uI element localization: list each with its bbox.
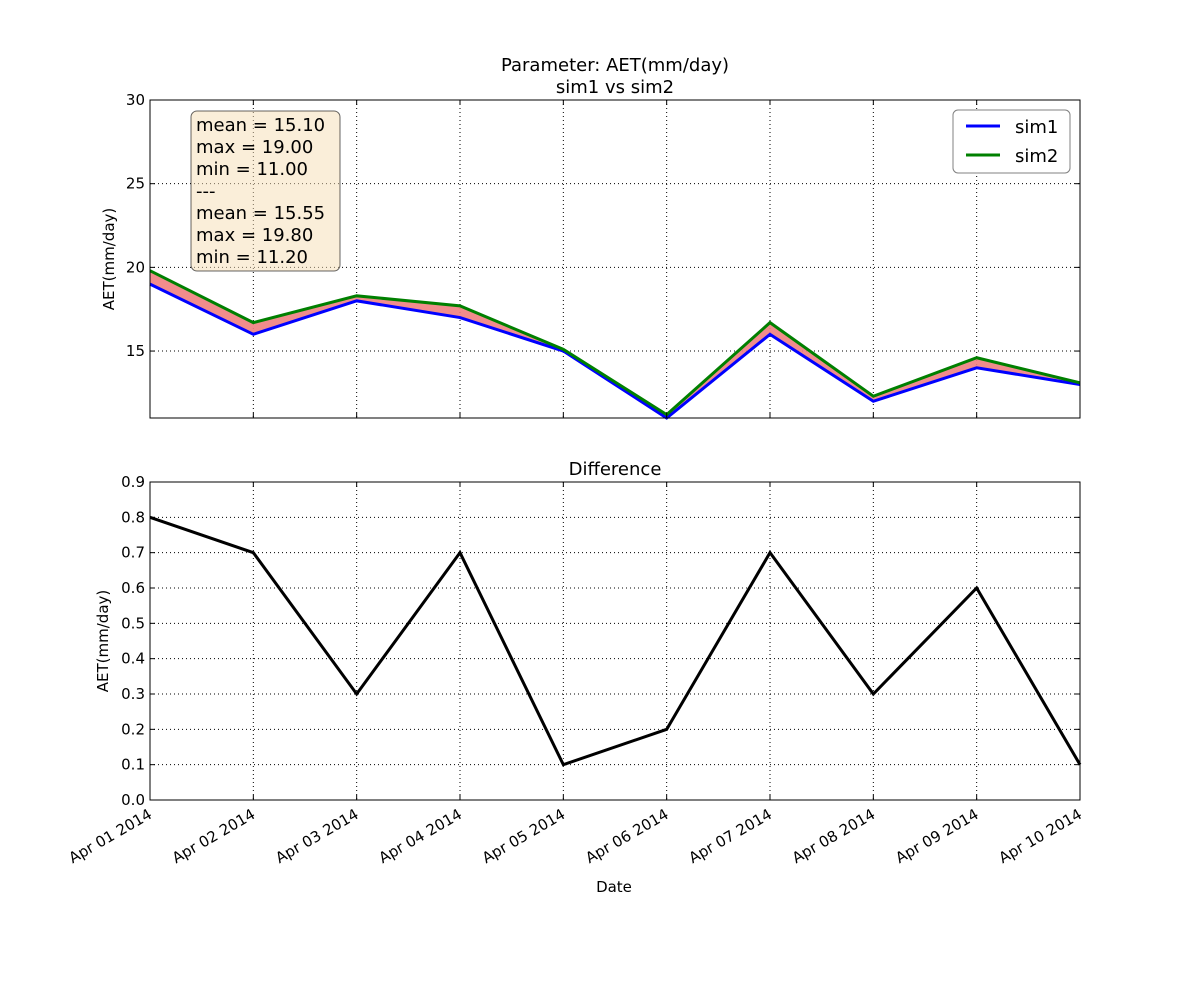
- top-plot-frame: [149, 99, 1081, 419]
- stats-line: max = 19.00: [196, 137, 313, 158]
- bottom-plot-frame: [149, 481, 1081, 801]
- bottom-y-tick-label: 0.0: [121, 791, 145, 809]
- bottom-x-tick-label: Apr 07 2014: [686, 805, 775, 867]
- top-y-axis-label: AET(mm/day): [100, 208, 118, 310]
- stats-line: ---: [196, 181, 216, 202]
- bottom-y-tick-label: 0.2: [121, 720, 145, 738]
- bottom-panel: Difference AET(mm/day) Date 0.0 0.1 0.2 0.3…: [66, 459, 1085, 896]
- bottom-y-tick-label: 0.7: [121, 544, 145, 562]
- top-y-tick-label: 15: [126, 342, 145, 360]
- stats-line: max = 19.80: [196, 225, 313, 246]
- stats-line: mean = 15.10: [196, 115, 325, 136]
- top-fill-between: [150, 270, 1080, 418]
- stats-line: min = 11.20: [196, 247, 308, 268]
- stats-line: mean = 15.55: [196, 203, 325, 224]
- top-chart-subtitle: sim1 vs sim2: [556, 77, 674, 98]
- top-series-line-sim1: [149, 282, 1081, 420]
- bottom-x-tick-label: Apr 09 2014: [892, 805, 981, 867]
- bottom-x-tick-label: Apr 01 2014: [66, 805, 155, 867]
- bottom-x-tick-label: Apr 10 2014: [996, 805, 1085, 867]
- bottom-x-tick-label: Apr 04 2014: [376, 805, 465, 867]
- bottom-y-tick-label: 0.5: [121, 614, 145, 632]
- top-y-tick-label: 25: [126, 175, 145, 193]
- bottom-x-tick-label: Apr 03 2014: [272, 805, 361, 867]
- top-series-line-sim2: [149, 269, 1081, 417]
- bottom-series-lines: [149, 515, 1082, 767]
- legend: sim1 sim2: [952, 109, 1071, 174]
- bottom-y-tick-label: 0.1: [121, 756, 145, 774]
- bottom-y-tick-label: 0.3: [121, 685, 145, 703]
- bottom-x-tick-label: Apr 05 2014: [479, 805, 568, 867]
- bottom-x-tick-label: Apr 08 2014: [789, 805, 878, 867]
- top-y-tick-label: 20: [126, 258, 145, 276]
- stats-line: min = 11.00: [196, 159, 308, 180]
- bottom-x-tick-label: Apr 06 2014: [582, 805, 671, 867]
- legend-label-sim2: sim2: [1015, 146, 1058, 167]
- top-y-tick-label: 30: [126, 91, 145, 109]
- top-chart-title: Parameter: AET(mm/day): [501, 55, 729, 76]
- legend-label-sim1: sim1: [1015, 117, 1058, 138]
- stats-box-background: [190, 110, 341, 272]
- bottom-chart-title: Difference: [569, 459, 662, 480]
- stats-box: mean = 15.10 max = 19.00 min = 11.00 ---…: [190, 110, 341, 272]
- bottom-x-tick-label: Apr 02 2014: [169, 805, 258, 867]
- bottom-y-tick-label: 0.4: [121, 650, 145, 668]
- bottom-y-axis-label: AET(mm/day): [94, 590, 112, 692]
- top-series-lines: [149, 269, 1081, 420]
- top-fill-area: [150, 270, 1080, 418]
- bottom-series-line-0: [149, 515, 1082, 767]
- bottom-grid: [149, 481, 1081, 801]
- top-ticks: 15 20 25 30: [126, 91, 1081, 418]
- top-panel: Parameter: AET(mm/day) sim1 vs sim2 AET(…: [100, 55, 1081, 420]
- bottom-y-tick-label: 0.6: [121, 579, 145, 597]
- bottom-y-tick-label: 0.8: [121, 508, 145, 526]
- bottom-y-tick-label: 0.9: [121, 473, 145, 491]
- bottom-x-axis-label: Date: [596, 878, 632, 896]
- bottom-ticks: 0.0 0.1 0.2 0.3 0.4 0.5 0.6 0.7 0.8 0.9 Apr 01 201…: [66, 473, 1085, 867]
